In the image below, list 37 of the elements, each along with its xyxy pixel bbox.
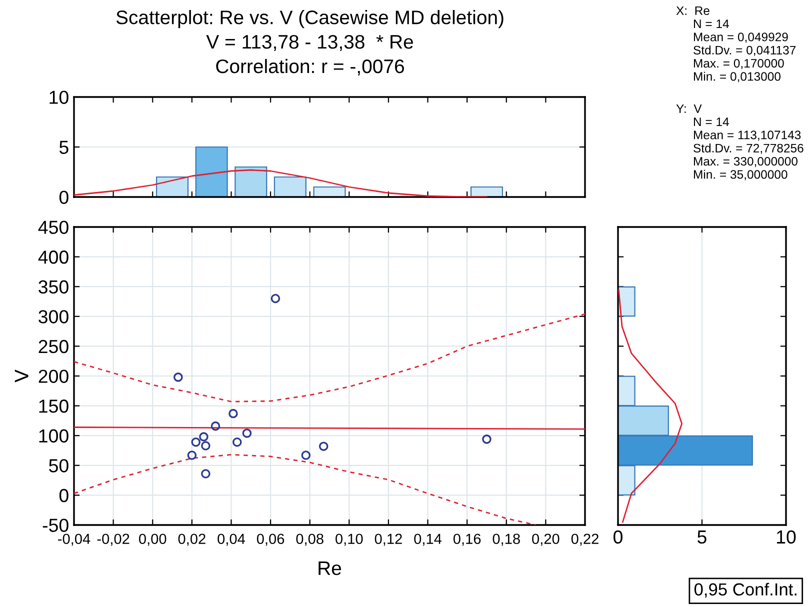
x-tick-label: 0,12: [374, 534, 402, 546]
y-tick-label: 0: [59, 190, 68, 204]
x-tick-label: -0,02: [97, 534, 130, 546]
y-tick-label: 200: [38, 370, 68, 383]
x-tick-label: 0,10: [336, 534, 363, 546]
chart-title: Scatterplot: Re vs. V (Casewise MD deletion) V = 113,78 - 13,38 * Re Correlation: r = -,0076: [116, 10, 504, 76]
y-tick-label: 450: [38, 220, 68, 234]
y-tick-label: 5: [59, 140, 68, 154]
x-tick-label: 10: [777, 530, 796, 544]
x-tick-label: 0,06: [256, 534, 284, 546]
x-tick-label: -0,04: [58, 534, 90, 546]
y-tick-label: 400: [38, 250, 68, 264]
x-tick-label: 0,22: [571, 534, 598, 546]
x-tick-label: 0,14: [414, 534, 442, 546]
y-axis-title: V: [14, 370, 28, 382]
x-tick-label: 0,16: [453, 534, 481, 546]
text: Y: V N = 14 Mean = 113,107143 Std.Dv. = 72,778256 Max. = 330,000000 Min. = 35,000000: [676, 104, 804, 180]
text: X: Re N = 14 Mean = 0,049929 Std.Dv. = 0,041137 Max. = 0,170000 Min. = 0,013000: [676, 6, 796, 82]
x-axis-title: Re: [318, 562, 342, 576]
y-tick-label: -50: [42, 518, 68, 532]
x-tick-label: 0,00: [138, 534, 166, 546]
y-tick-label: 150: [39, 400, 68, 413]
x-tick-label: 0,04: [218, 534, 245, 546]
x-tick-label: 0,18: [492, 534, 520, 546]
x-tick-label: 0,02: [178, 534, 206, 546]
y-tick-label: 250: [38, 340, 68, 354]
text: 0,95 Conf.Int.: [694, 582, 796, 598]
y-tick-label: 0: [59, 488, 68, 502]
x-tick-label: 5: [698, 530, 706, 544]
x-tick-label: 0,20: [532, 534, 560, 546]
y-tick-label: 10: [50, 90, 68, 104]
y-tick-label: 100: [39, 429, 68, 443]
y-tick-label: 350: [38, 280, 68, 294]
x-tick-label: 0: [614, 530, 622, 544]
y-tick-label: 50: [49, 459, 68, 472]
y-tick-label: 300: [38, 310, 68, 324]
x-tick-label: 0,08: [296, 534, 324, 546]
